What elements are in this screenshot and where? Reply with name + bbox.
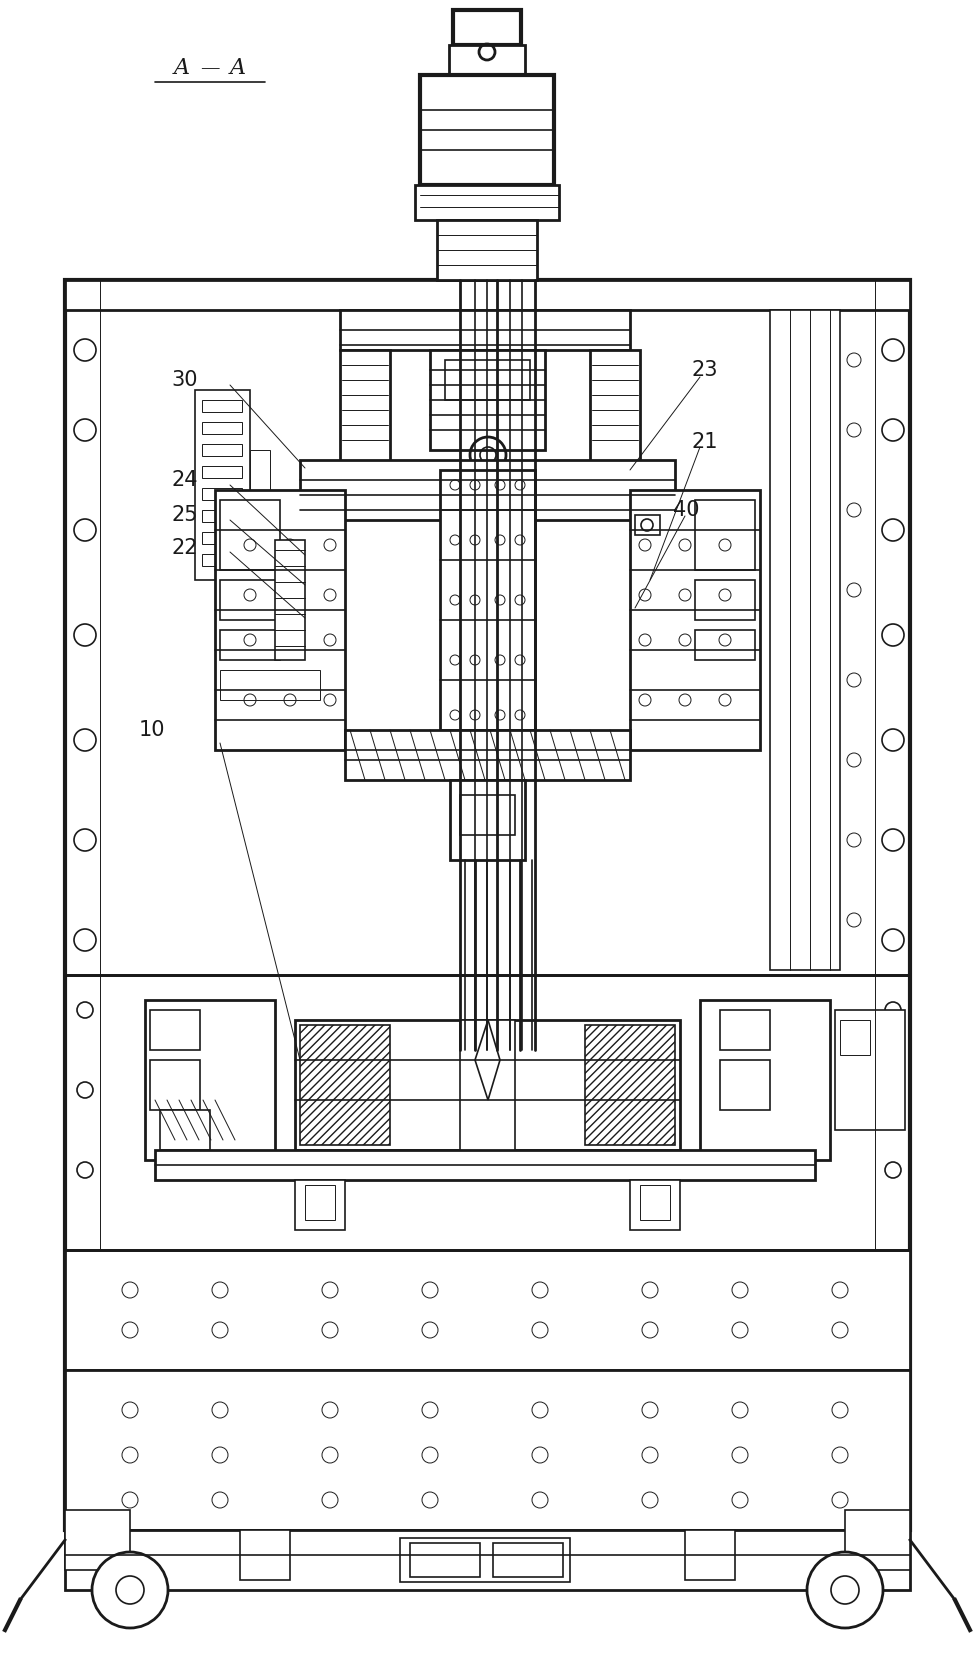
Bar — [300, 460, 675, 520]
Bar — [195, 391, 250, 579]
Bar — [445, 361, 530, 401]
Text: —: — — [200, 60, 219, 78]
Polygon shape — [475, 1019, 500, 1101]
Bar — [460, 1019, 515, 1160]
Text: 10: 10 — [138, 720, 165, 740]
Bar — [65, 1509, 130, 1571]
Bar — [685, 1529, 735, 1581]
Bar — [240, 1529, 290, 1581]
Bar — [202, 510, 242, 521]
Bar — [65, 1250, 910, 1529]
Bar — [305, 1185, 335, 1220]
Bar — [630, 1180, 680, 1230]
Bar — [695, 579, 755, 621]
Bar — [220, 631, 280, 660]
Bar — [695, 500, 755, 569]
Bar — [145, 1000, 275, 1160]
Bar — [415, 185, 559, 220]
Text: 23: 23 — [691, 361, 718, 381]
Circle shape — [92, 1552, 168, 1629]
Text: 25: 25 — [172, 505, 198, 525]
Bar — [440, 470, 535, 730]
Bar — [400, 1537, 570, 1582]
Bar — [449, 45, 525, 74]
Bar — [493, 1542, 563, 1577]
Bar — [202, 488, 242, 500]
Bar — [295, 1180, 345, 1230]
Bar — [770, 309, 840, 970]
Text: 22: 22 — [172, 538, 198, 558]
Text: 40: 40 — [674, 500, 700, 520]
Bar — [450, 780, 525, 861]
Bar — [150, 1059, 200, 1111]
Polygon shape — [160, 1111, 210, 1150]
Bar — [430, 349, 545, 450]
Text: 30: 30 — [172, 371, 198, 391]
Bar — [437, 220, 537, 280]
Bar — [345, 730, 630, 780]
Text: A: A — [174, 56, 190, 79]
Bar — [295, 1019, 680, 1150]
Circle shape — [807, 1552, 883, 1629]
Polygon shape — [300, 1024, 390, 1145]
Bar — [635, 515, 660, 535]
Bar — [202, 444, 242, 457]
Bar — [720, 1059, 770, 1111]
Bar — [695, 631, 755, 660]
Bar — [202, 422, 242, 434]
Text: A: A — [230, 56, 246, 79]
Bar — [590, 349, 640, 470]
Bar — [630, 490, 760, 750]
Bar — [202, 467, 242, 478]
Bar — [340, 349, 390, 470]
Bar — [155, 1150, 815, 1180]
Bar — [700, 1000, 830, 1160]
Bar — [220, 579, 280, 621]
Bar — [220, 670, 320, 700]
Bar — [215, 490, 345, 750]
Bar — [202, 531, 242, 544]
Bar — [275, 540, 305, 660]
Circle shape — [831, 1576, 859, 1604]
Bar — [453, 10, 521, 45]
Bar — [65, 280, 910, 1529]
Bar — [202, 554, 242, 566]
Bar — [150, 1010, 200, 1049]
Bar — [202, 401, 242, 412]
Bar — [460, 794, 515, 836]
Bar — [640, 1185, 670, 1220]
Bar — [840, 1019, 870, 1054]
Bar — [65, 280, 910, 309]
Bar — [835, 1010, 905, 1130]
Bar — [420, 74, 554, 185]
Circle shape — [116, 1576, 144, 1604]
Bar — [720, 1010, 770, 1049]
Bar — [65, 1529, 910, 1590]
Text: 24: 24 — [172, 470, 198, 490]
Text: 21: 21 — [691, 432, 718, 452]
Bar — [845, 1509, 910, 1571]
Bar — [340, 309, 630, 349]
Bar — [220, 500, 280, 569]
Polygon shape — [585, 1024, 675, 1145]
Bar — [410, 1542, 480, 1577]
Bar — [250, 450, 270, 510]
